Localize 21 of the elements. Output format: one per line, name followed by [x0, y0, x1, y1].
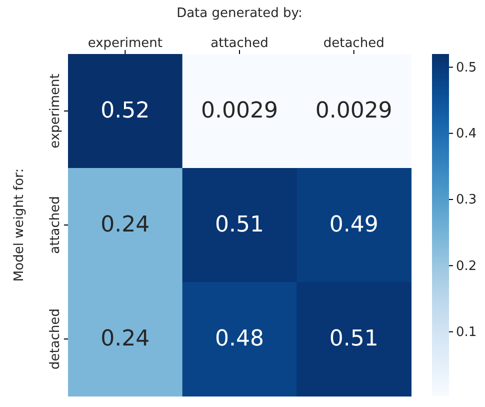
y-tick-label: attached — [48, 196, 63, 254]
data-label: 0.0029 — [315, 98, 392, 124]
x-tick-label: attached — [210, 36, 268, 51]
color-bar-label: 0.5 — [456, 60, 477, 76]
color-bar-label: 0.3 — [456, 192, 477, 208]
x-tick-label: detached — [323, 36, 384, 51]
data-label: 0.24 — [100, 212, 150, 238]
color-bar-label: 0.2 — [456, 258, 477, 274]
data-label: 0.48 — [215, 326, 264, 352]
color-bar-label: 0.4 — [456, 126, 477, 142]
data-label: 0.24 — [100, 326, 150, 352]
x-tick-label: experiment — [88, 36, 163, 51]
data-label: 0.49 — [329, 212, 378, 238]
y-tick-label: detached — [48, 308, 63, 370]
x-axis-title: Data generated by: — [176, 6, 302, 21]
data-label: 0.52 — [100, 98, 150, 124]
color-bar-label: 0.1 — [456, 324, 477, 340]
data-label: 0.51 — [329, 326, 378, 352]
data-label: 0.51 — [215, 212, 264, 238]
y-axis-title: Model weight for: — [12, 168, 27, 282]
data-label: 0.0029 — [201, 98, 278, 124]
